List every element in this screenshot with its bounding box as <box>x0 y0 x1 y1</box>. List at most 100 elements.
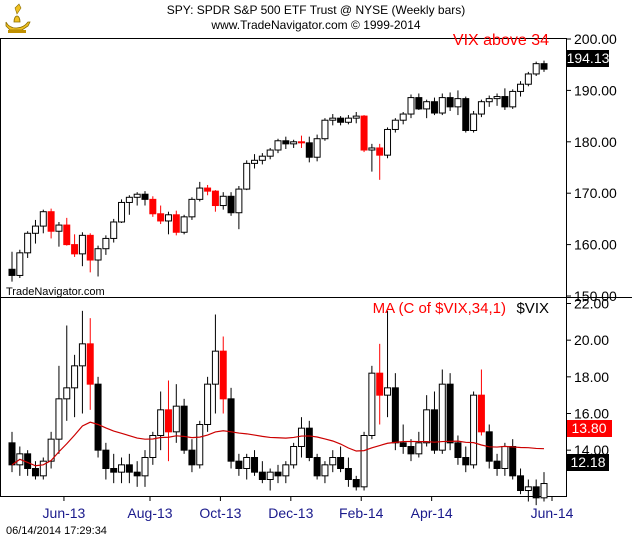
spy-candle <box>305 136 313 163</box>
vix-candle <box>164 380 172 462</box>
vix-candle <box>55 365 63 454</box>
spy-candle <box>133 192 141 206</box>
genie-lamp-icon <box>5 3 31 33</box>
vix-candle <box>297 417 305 458</box>
spy-candle <box>86 233 94 273</box>
spy-candle <box>391 118 399 133</box>
spy-candle <box>438 93 446 116</box>
spy-candle <box>352 111 360 124</box>
timestamp: 06/14/2014 17:29:34 <box>6 525 107 537</box>
spy-candle <box>16 249 24 279</box>
vix-candle <box>462 446 470 473</box>
spy-candle <box>415 93 423 110</box>
vix-candle <box>157 391 165 451</box>
spy-candle <box>188 197 196 220</box>
vix-candle <box>305 420 313 462</box>
vix-candle <box>274 464 282 484</box>
spy-candle <box>219 192 227 210</box>
vix-last-price-tag: 12.18 <box>567 454 609 471</box>
watermark: TradeNavigator.com <box>6 286 105 298</box>
vix-candle <box>344 457 352 487</box>
vix-candle <box>399 424 407 454</box>
spy-candle <box>149 196 157 217</box>
vix-ma-line <box>11 421 545 467</box>
spy-candle <box>196 181 204 202</box>
vix-ytick-label: 18.00 <box>574 369 609 385</box>
vix-candle <box>133 461 141 487</box>
ma-last-tag: 13.80 <box>567 420 612 437</box>
vix-ytick-label: 22.00 <box>574 296 609 312</box>
vix-candle <box>251 450 259 476</box>
spy-candle <box>524 71 532 87</box>
vix-candle <box>368 365 376 440</box>
spy-candle <box>384 127 392 159</box>
vix-candle <box>384 310 392 418</box>
spy-last-price: 194.13 <box>567 50 610 66</box>
spy-candle <box>141 191 149 206</box>
vix-annotation: VIX above 34 <box>453 32 549 49</box>
spy-candle <box>446 92 454 111</box>
spy-candle <box>157 205 165 225</box>
vix-candle <box>540 472 548 502</box>
spy-candle <box>31 219 39 244</box>
spy-candle <box>509 89 517 109</box>
spy-candle <box>24 231 32 258</box>
vix-candle <box>8 431 16 473</box>
spy-candle <box>423 99 431 119</box>
vix-candle <box>446 373 454 451</box>
spy-candle <box>532 61 540 77</box>
spy-candle <box>266 147 274 160</box>
vix-candle <box>454 435 462 465</box>
vix-candle <box>86 318 94 410</box>
vix-candle <box>204 376 212 432</box>
vix-candle <box>470 391 478 469</box>
vix-candle <box>63 325 71 421</box>
xtick-label: Jun-13 <box>43 505 86 521</box>
spy-candle <box>125 195 133 215</box>
vix-candle <box>391 373 399 451</box>
xtick-label: Oct-13 <box>199 505 241 521</box>
ma-label: MA (C of $VIX,34,1) <box>373 300 506 317</box>
vix-candle <box>118 457 126 484</box>
vix-candle <box>477 369 485 436</box>
spy-candle <box>337 116 345 126</box>
spy-candle <box>430 97 438 116</box>
spy-candle <box>211 190 219 212</box>
spy-candle <box>290 139 298 148</box>
vix-candle <box>243 453 251 480</box>
spy-candle <box>399 111 407 125</box>
spy-candle <box>172 210 180 236</box>
vix-candle <box>47 431 55 469</box>
vix-candle <box>430 391 438 454</box>
vix-candle <box>532 479 540 506</box>
spy-candle <box>517 81 525 97</box>
spy-candle <box>540 60 548 72</box>
spy-candle <box>78 232 86 267</box>
spy-candle <box>243 160 251 191</box>
spy-candle <box>454 90 462 116</box>
spy-candle <box>407 94 415 119</box>
vix-ytick-label: 16.00 <box>574 406 609 422</box>
vix-candle <box>219 336 227 414</box>
spy-candle <box>360 115 368 153</box>
vix-candle <box>376 343 384 425</box>
vix-candle <box>509 439 517 480</box>
vix-candle <box>172 384 180 443</box>
spy-ytick-label: 190.00 <box>574 82 617 98</box>
vix-candle <box>321 461 329 484</box>
xtick-label: Apr-14 <box>411 505 453 521</box>
chart-subtitle: www.TradeNavigator.com © 1999-2014 <box>210 18 420 32</box>
spy-candle <box>251 154 259 169</box>
spy-candle <box>180 214 188 235</box>
vix-candle <box>337 446 345 473</box>
xtick-label: Feb-14 <box>339 505 384 521</box>
spy-candle <box>321 118 329 141</box>
spy-candle <box>282 136 290 149</box>
vix-candle <box>266 468 274 491</box>
vix-candle <box>149 431 157 465</box>
spy-candle <box>368 143 376 172</box>
vix-candle <box>211 314 219 414</box>
spy-candle <box>71 234 79 257</box>
vix-candle <box>78 310 86 414</box>
spy-candle <box>227 192 235 216</box>
